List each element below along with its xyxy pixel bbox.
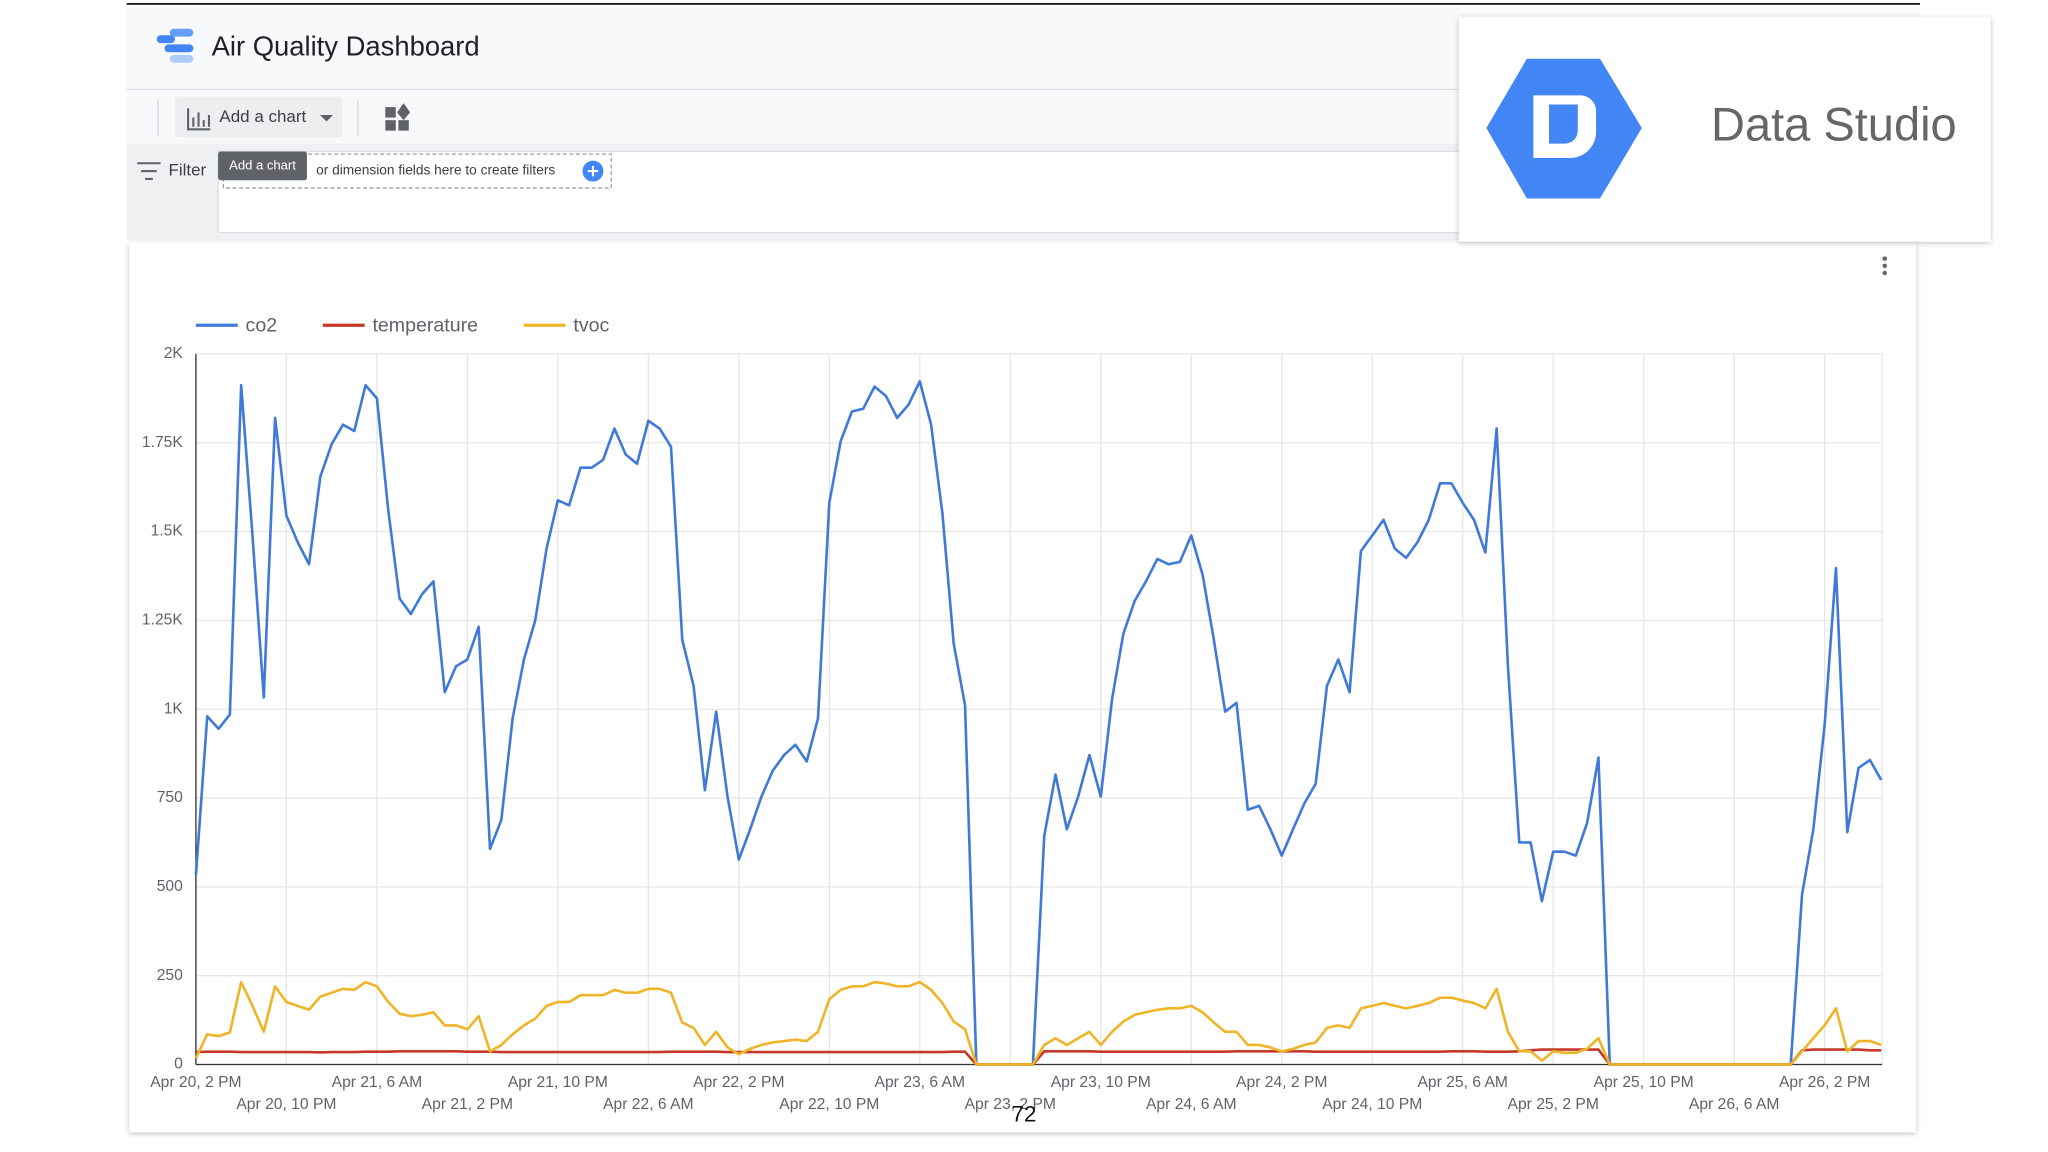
x-tick-label: Apr 23, 2 PM bbox=[965, 1096, 1056, 1113]
series-line bbox=[194, 980, 1882, 1066]
plus-icon bbox=[587, 165, 599, 177]
filter-placeholder: or dimension fields here to create filte… bbox=[316, 163, 555, 178]
x-tick-label: Apr 22, 6 AM bbox=[603, 1096, 694, 1113]
more-menu[interactable] bbox=[1882, 256, 1887, 276]
x-tick-label: Apr 22, 10 PM bbox=[779, 1096, 879, 1113]
x-tick-label: Apr 24, 10 PM bbox=[1322, 1096, 1422, 1113]
logo-text: Data Studio bbox=[1711, 97, 1957, 150]
x-tick-label: Apr 26, 6 AM bbox=[1689, 1096, 1780, 1113]
tooltip-text: Add a chart bbox=[229, 157, 296, 172]
y-tick-label: 0 bbox=[174, 1056, 183, 1073]
x-tick-label: Apr 25, 10 PM bbox=[1594, 1074, 1694, 1091]
y-tick-label: 1.25K bbox=[142, 612, 183, 629]
x-tick-label: Apr 22, 2 PM bbox=[693, 1074, 784, 1091]
y-tick-label: 750 bbox=[157, 789, 183, 806]
page-number: 72 bbox=[1012, 1101, 1037, 1126]
x-tick-label: Apr 20, 2 PM bbox=[150, 1074, 241, 1091]
y-tick-label: 1K bbox=[164, 700, 184, 717]
data-studio-logo bbox=[1486, 58, 1642, 199]
add-chart-label[interactable]: Add a chart bbox=[219, 107, 306, 126]
dashboard-title: Air Quality Dashboard bbox=[212, 31, 480, 62]
legend-label: tvoc bbox=[573, 315, 609, 337]
legend-label: co2 bbox=[246, 315, 278, 337]
x-tick-label: Apr 24, 6 AM bbox=[1146, 1096, 1237, 1113]
y-tick-label: 250 bbox=[157, 967, 183, 984]
tooltip bbox=[218, 151, 307, 181]
chart-card bbox=[129, 242, 1917, 1133]
add-chart-button[interactable] bbox=[175, 96, 343, 138]
legend-label: temperature bbox=[372, 315, 478, 337]
plot: 0 250 500 750 1K 1.25K 1.5K 1.75K 2K Apr 20, 2 PM… bbox=[142, 315, 1883, 1113]
dropdown-arrow bbox=[320, 114, 334, 122]
x-tick-label: Apr 26, 2 PM bbox=[1779, 1074, 1870, 1091]
filter-label: Filter bbox=[168, 161, 206, 180]
y-tick-label: 1.75K bbox=[142, 434, 183, 451]
x-tick-label: Apr 21, 6 AM bbox=[332, 1074, 423, 1091]
x-tick-label: Apr 24, 2 PM bbox=[1236, 1074, 1327, 1091]
filter-drop-zone[interactable] bbox=[217, 150, 1473, 234]
y-tick-label: 1.5K bbox=[151, 523, 184, 540]
series-line bbox=[195, 1048, 1882, 1066]
y-tick-label: 500 bbox=[157, 878, 183, 895]
app-icon bbox=[156, 28, 194, 63]
x-tick-label: Apr 25, 2 PM bbox=[1508, 1096, 1599, 1113]
y-tick-label: 2K bbox=[164, 345, 184, 362]
series-line bbox=[194, 380, 1883, 1066]
x-tick-label: Apr 23, 6 AM bbox=[875, 1074, 966, 1091]
x-tick-label: Apr 23, 10 PM bbox=[1051, 1074, 1151, 1091]
filter-icon bbox=[137, 162, 161, 180]
x-tick-label: Apr 20, 10 PM bbox=[236, 1096, 336, 1113]
x-tick-label: Apr 21, 10 PM bbox=[508, 1074, 608, 1091]
controls-icon[interactable] bbox=[385, 103, 411, 131]
chart-icon bbox=[187, 108, 211, 131]
x-tick-label: Apr 21, 2 PM bbox=[422, 1096, 513, 1113]
x-tick-label: Apr 25, 6 AM bbox=[1417, 1074, 1508, 1091]
